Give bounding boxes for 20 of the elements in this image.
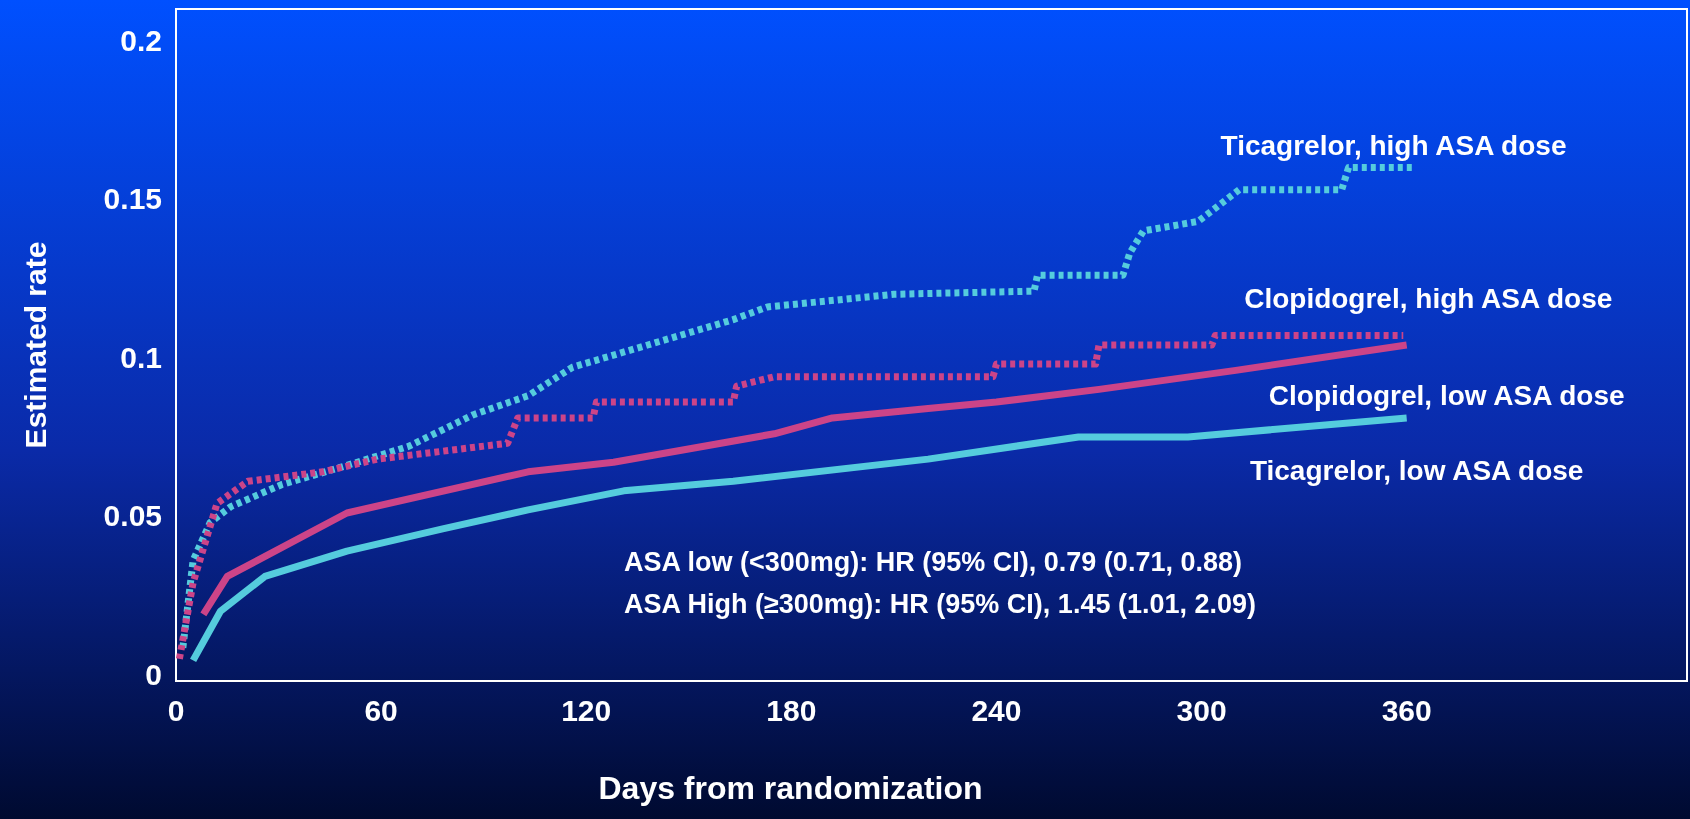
y-tick-label: 0 — [145, 657, 162, 691]
y-tick-label: 0.1 — [120, 340, 162, 374]
x-tick-label: 180 — [766, 694, 817, 727]
x-tick-label: 0 — [167, 694, 185, 727]
x-tick-label: 120 — [561, 694, 612, 727]
series-label: Clopidogrel, high ASA dose — [1244, 283, 1613, 315]
series-label: Ticagrelor, low ASA dose — [1249, 454, 1584, 486]
x-tick-label: 60 — [364, 694, 398, 727]
x-axis-title: Days from randomization — [598, 770, 983, 806]
y-tick-label: 0.15 — [103, 182, 162, 216]
x-tick-label: 360 — [1381, 694, 1432, 727]
y-tick-label: 0.2 — [120, 23, 162, 57]
y-tick-label: 0.05 — [103, 499, 162, 533]
x-tick-label: 300 — [1176, 694, 1227, 727]
annotation: ASA High (≥300mg): HR (95% CI), 1.45 (1.01, 2.09) — [624, 589, 1256, 619]
series-label: Clopidogrel, low ASA dose — [1268, 380, 1625, 411]
y-axis-title: Estimated rate — [19, 241, 52, 449]
series-label: Ticagrelor, high ASA dose — [1220, 130, 1567, 162]
annotation: ASA low (<300mg): HR (95% CI), 0.79 (0.71, 0.88) — [624, 547, 1242, 577]
x-tick-label: 240 — [971, 694, 1022, 727]
